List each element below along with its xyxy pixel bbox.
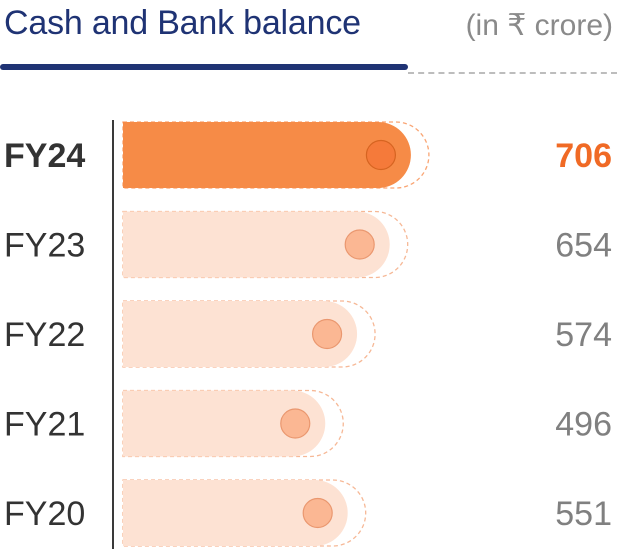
bar-fy22 [123, 301, 358, 367]
bar-fy23 [123, 211, 390, 278]
category-label-fy21: FY21 [4, 406, 85, 444]
bar-dot-fy23 [344, 229, 375, 260]
title-underline [0, 64, 408, 70]
bar-outline-fy21 [122, 389, 344, 458]
category-label-fy22: FY22 [4, 316, 85, 354]
category-label-fy23: FY23 [4, 227, 85, 265]
dashed-rule [408, 72, 617, 74]
bar-fy24 [123, 122, 411, 188]
value-label-fy24: 706 [555, 137, 612, 175]
bar-outline-fy22 [122, 300, 376, 368]
bar-fy20 [123, 480, 348, 546]
bar-dot-fy20 [302, 497, 333, 529]
unit-label: (in ₹ crore) [465, 9, 613, 42]
bar-fy21 [123, 390, 326, 457]
category-label-fy24: FY24 [4, 137, 85, 175]
value-label-fy20: 551 [555, 495, 612, 533]
chart-header: Cash and Bank balance (in ₹ crore) [0, 0, 617, 80]
value-label-fy21: 496 [555, 406, 612, 444]
category-label-fy20: FY20 [4, 495, 85, 533]
bar-dot-fy21 [280, 408, 311, 439]
bar-dot-fy24 [365, 139, 397, 171]
value-label-fy22: 574 [555, 316, 612, 354]
bar-dot-fy22 [311, 318, 343, 350]
chart-title: Cash and Bank balance [4, 4, 361, 42]
value-label-fy23: 654 [555, 227, 612, 265]
